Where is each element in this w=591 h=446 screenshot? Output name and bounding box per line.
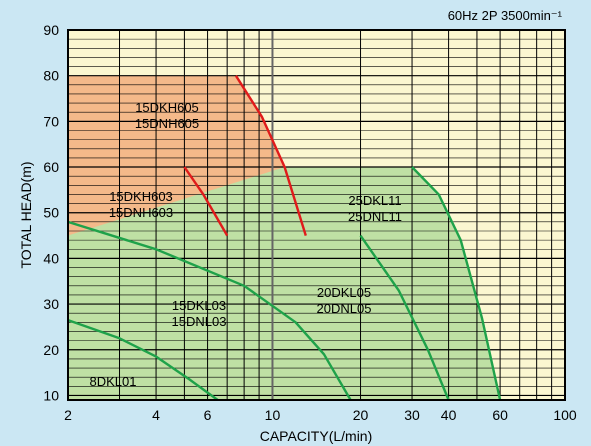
y-axis-label: TOTAL HEAD(m)	[18, 161, 34, 268]
y-tick-label: 80	[43, 68, 59, 84]
y-tick-label: 20	[43, 342, 59, 358]
series-line-2	[411, 166, 502, 400]
x-tick-label: 6	[204, 407, 212, 423]
y-tick-label: 30	[43, 296, 59, 312]
series-line-5	[68, 318, 219, 400]
x-tick-label: 60	[492, 407, 508, 423]
x-tick-label: 20	[353, 407, 369, 423]
region-green	[68, 167, 501, 400]
x-tick-label: 2	[64, 407, 72, 423]
series-label-3: 20DKL05	[317, 285, 371, 300]
x-tick-label: 100	[553, 407, 577, 423]
y-tick-label: 50	[43, 205, 59, 221]
series-label-1: 15DNH603	[109, 205, 173, 220]
series-label-0: 15DKH605	[135, 100, 199, 115]
y-tick-label: 70	[43, 113, 59, 129]
y-tick-label: 10	[43, 387, 59, 403]
plot-frame	[67, 29, 566, 401]
y-tick-label: 60	[43, 159, 59, 175]
series-label-0: 15DNH605	[135, 116, 199, 131]
x-axis-label: CAPACITY(L/min)	[260, 428, 373, 444]
x-tick-label: 10	[265, 407, 281, 423]
y-tick-label: 40	[43, 250, 59, 266]
series-line-4	[68, 220, 352, 400]
series-label-1: 15DKH603	[109, 189, 173, 204]
series-line-1	[183, 166, 229, 237]
x-tick-label: 40	[441, 407, 457, 423]
series-label-5: 8DKL01	[90, 374, 137, 389]
series-label-3: 20DNL05	[317, 301, 372, 316]
y-tick-label: 90	[43, 22, 59, 38]
chart-title: 60Hz 2P 3500min⁻¹	[448, 8, 563, 23]
series-label-2: 25DNL11	[348, 209, 402, 224]
series-label-4: 15DNL03	[172, 314, 227, 329]
series-label-2: 25DKL11	[348, 193, 401, 208]
x-tick-label: 4	[152, 407, 160, 423]
series-label-4: 15DKL03	[172, 298, 226, 313]
series-line-3	[359, 234, 450, 400]
series-line-0	[234, 75, 307, 236]
x-tick-label: 30	[404, 407, 420, 423]
